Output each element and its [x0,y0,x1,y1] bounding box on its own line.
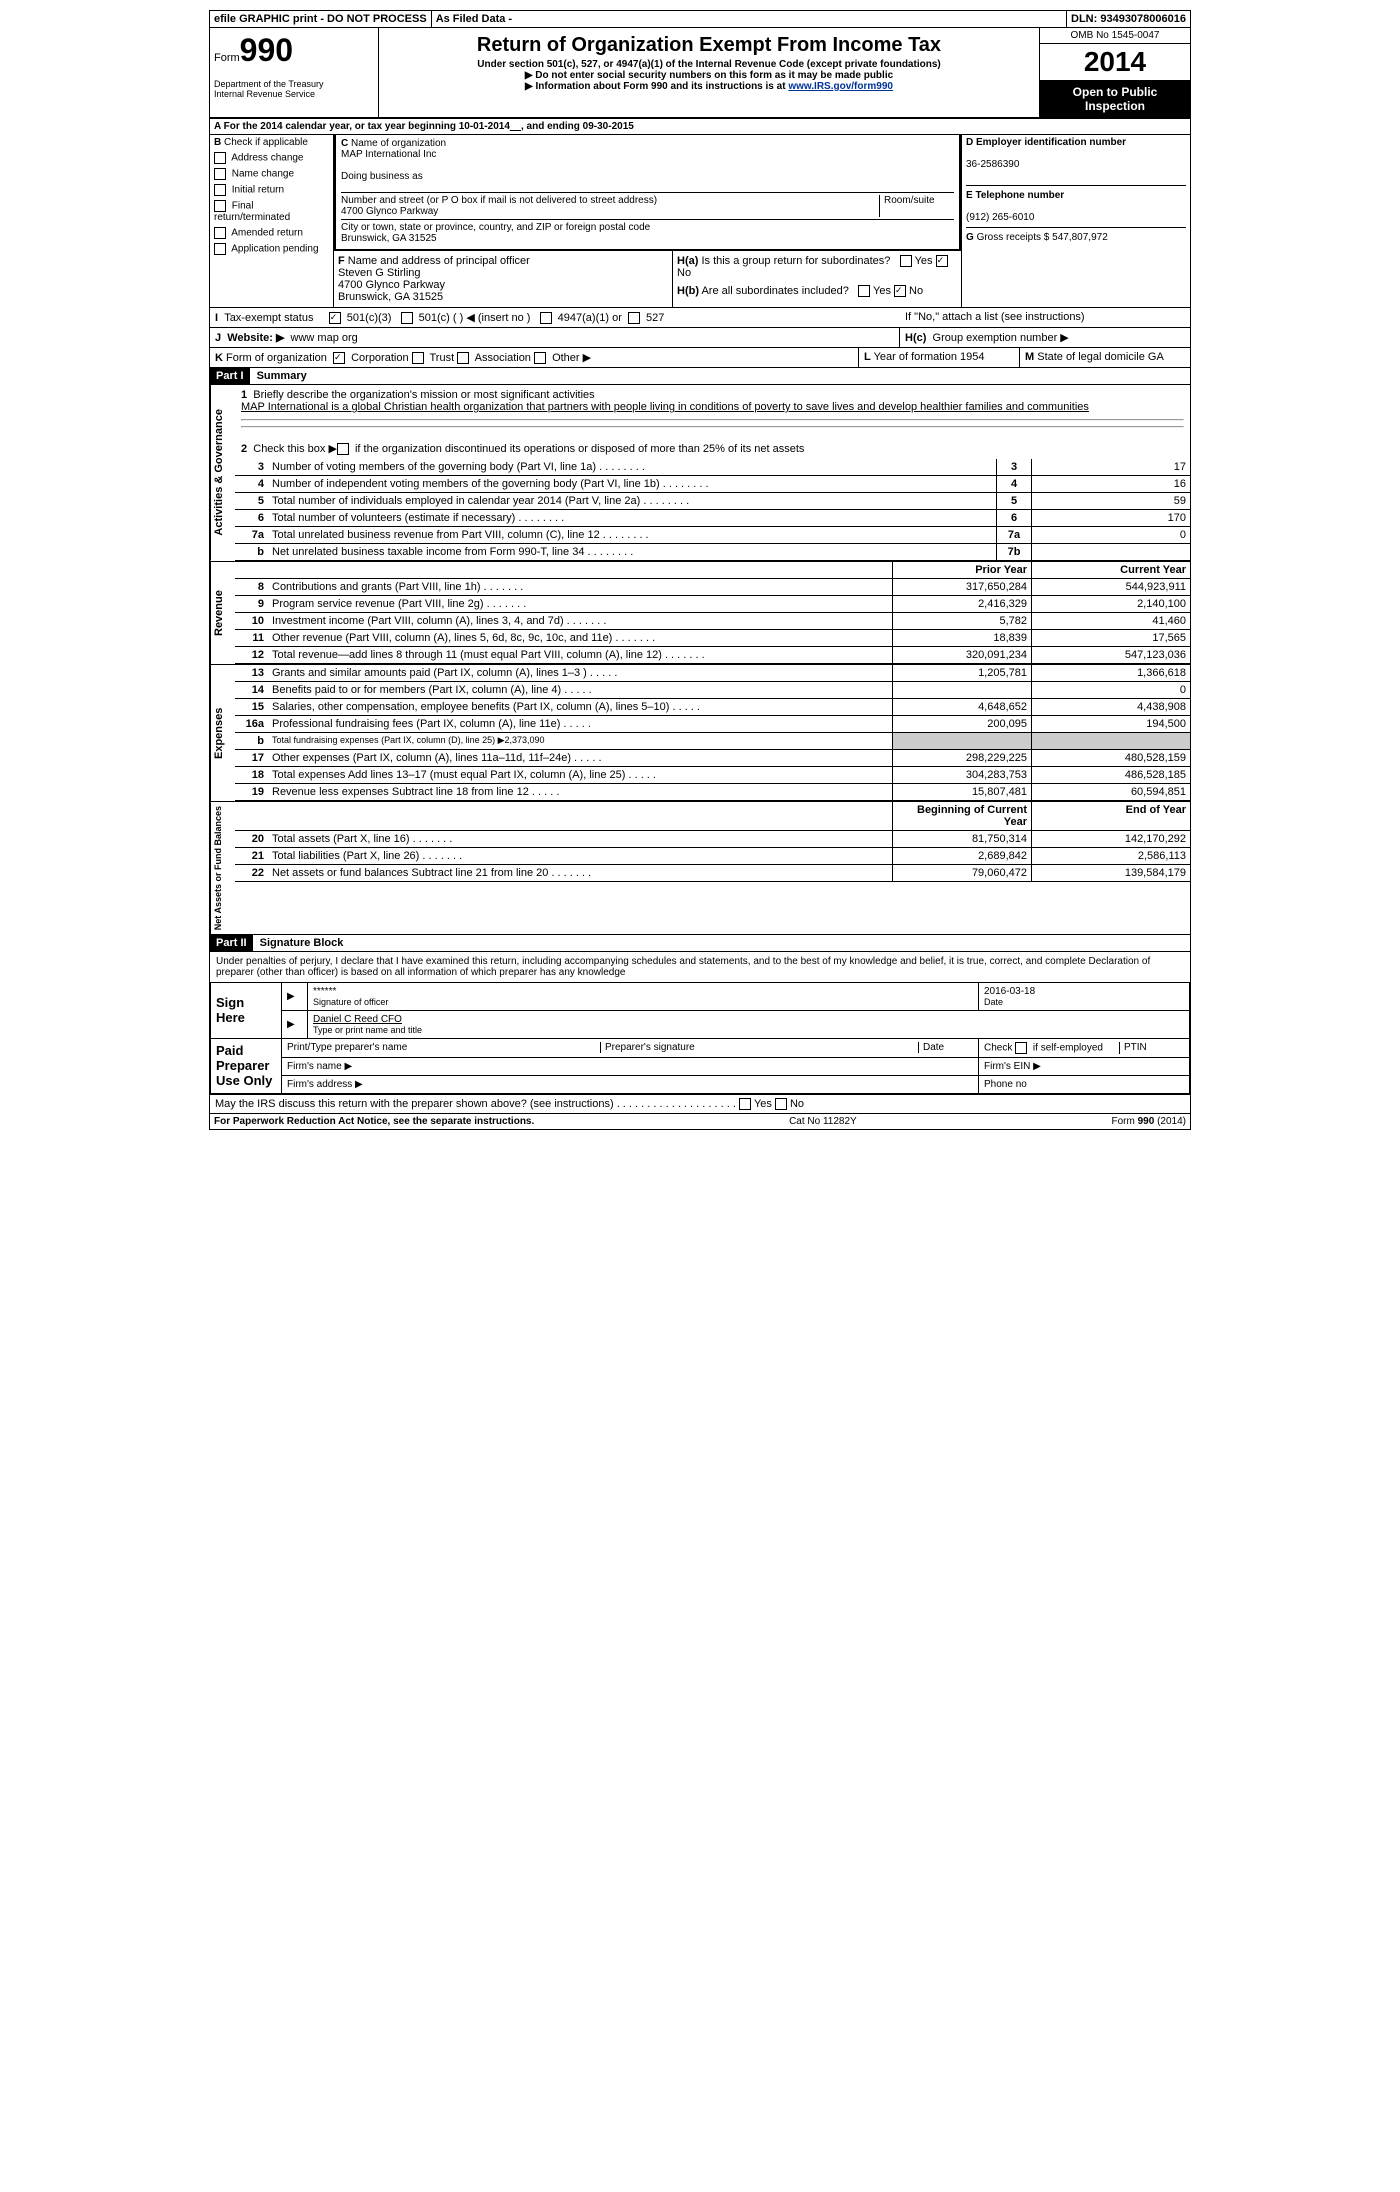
exp-line-16a: 16aProfessional fundraising fees (Part I… [235,716,1190,733]
governance-section: Activities & Governance 1 Briefly descri… [210,384,1190,561]
exp-line-17: 17Other expenses (Part IX, column (A), l… [235,750,1190,767]
gov-line-4: 4Number of independent voting members of… [235,476,1190,493]
net-line-22: 22Net assets or fund balances Subtract l… [235,865,1190,882]
netassets-section: Net Assets or Fund Balances Beginning of… [210,801,1190,934]
net-line-21: 21Total liabilities (Part X, line 26) . … [235,848,1190,865]
col-b-checkboxes: B Check if applicable Address change Nam… [210,135,334,307]
top-bar: efile GRAPHIC print - DO NOT PROCESS As … [210,11,1190,28]
gov-line-6: 6Total number of volunteers (estimate if… [235,510,1190,527]
col-c-org: C Name of organization MAP International… [334,135,962,307]
form-990-container: efile GRAPHIC print - DO NOT PROCESS As … [209,10,1191,1130]
ha-no[interactable] [936,255,948,267]
line-i-row: I Tax-exempt status 501(c)(3) 501(c) ( )… [210,308,1190,328]
city: Brunswick, GA 31525 [341,233,437,244]
line-a: A For the 2014 calendar year, or tax yea… [210,119,1190,135]
exp-line-15: 15Salaries, other compensation, employee… [235,699,1190,716]
gov-line-5: 5Total number of individuals employed in… [235,493,1190,510]
note2: ▶ Information about Form 990 and its ins… [383,81,1035,92]
rev-line-8: 8Contributions and grants (Part VIII, li… [235,579,1190,596]
discuss-yes[interactable] [739,1098,751,1110]
mission-text: MAP International is a global Christian … [241,401,1089,413]
dept-treasury: Department of the Treasury [214,79,374,89]
phone: (912) 265-6010 [966,212,1034,223]
line-j-row: J Website: ▶ www map org H(c) Group exem… [210,328,1190,348]
efile-notice: efile GRAPHIC print - DO NOT PROCESS [210,11,432,27]
hb-no[interactable] [894,285,906,297]
rev-line-12: 12Total revenue—add lines 8 through 11 (… [235,647,1190,664]
header-right: OMB No 1545-0047 2014 Open to Public Ins… [1039,28,1190,117]
org-info-row: B Check if applicable Address change Nam… [210,135,1190,308]
gov-line-7a: 7aTotal unrelated business revenue from … [235,527,1190,544]
irs: Internal Revenue Service [214,89,374,99]
omb-number: OMB No 1545-0047 [1040,28,1190,44]
exp-line-13: 13Grants and similar amounts paid (Part … [235,665,1190,682]
officer-name: Steven G Stirling [338,267,421,279]
net-line-20: 20Total assets (Part X, line 16) . . . .… [235,831,1190,848]
tax-year: 2014 [1040,44,1190,81]
footer: For Paperwork Reduction Act Notice, see … [210,1113,1190,1129]
exp-line-14: 14Benefits paid to or for members (Part … [235,682,1190,699]
paid-preparer-label: Paid Preparer Use Only [211,1038,282,1093]
street: 4700 Glynco Parkway [341,206,438,217]
rev-line-11: 11Other revenue (Part VIII, column (A), … [235,630,1190,647]
ein: 36-2586390 [966,159,1019,170]
dln: DLN: 93493078006016 [1067,11,1190,27]
header-row: Form990 Department of the Treasury Inter… [210,28,1190,119]
signature-table: Sign Here ▶ ****** Signature of officer … [210,982,1190,1094]
as-filed: As Filed Data - [432,11,1067,27]
exp-line-19: 19Revenue less expenses Subtract line 18… [235,784,1190,801]
part1-header: Part I Summary [210,368,1190,384]
expenses-section: Expenses 13Grants and similar amounts pa… [210,664,1190,801]
501c3-check[interactable] [329,312,341,324]
exp-line-b: bTotal fundraising expenses (Part IX, co… [235,733,1190,750]
sig-date: 2016-03-18 [984,986,1184,997]
revenue-section: Revenue Prior Year Current Year 8Contrib… [210,561,1190,664]
header-center: Return of Organization Exempt From Incom… [379,28,1039,117]
note1: ▶ Do not enter social security numbers o… [383,70,1035,81]
perjury-statement: Under penalties of perjury, I declare th… [210,951,1190,982]
gov-line-3: 3Number of voting members of the governi… [235,459,1190,476]
col-d: D Employer identification number 36-2586… [962,135,1190,307]
discuss-no[interactable] [775,1098,787,1110]
sign-here-label: Sign Here [211,982,282,1038]
irs-link[interactable]: www.IRS.gov/form990 [788,81,893,92]
ha-yes[interactable] [900,255,912,267]
line-k-row: K Form of organization Corporation Trust… [210,348,1190,368]
hb-yes[interactable] [858,285,870,297]
gross-receipts: Gross receipts $ 547,807,972 [977,232,1108,243]
open-public: Open to Public Inspection [1040,81,1190,117]
header-left: Form990 Department of the Treasury Inter… [210,28,379,117]
part2-header: Part II Signature Block [210,934,1190,951]
gov-line-b: bNet unrelated business taxable income f… [235,544,1190,561]
rev-line-9: 9Program service revenue (Part VIII, lin… [235,596,1190,613]
form-title: Return of Organization Exempt From Incom… [383,34,1035,57]
exp-line-18: 18Total expenses Add lines 13–17 (must e… [235,767,1190,784]
org-name: MAP International Inc [341,149,436,160]
discuss-row: May the IRS discuss this return with the… [210,1094,1190,1113]
rev-line-10: 10Investment income (Part VIII, column (… [235,613,1190,630]
subtitle: Under section 501(c), 527, or 4947(a)(1)… [383,59,1035,70]
officer-name-title: Daniel C Reed CFO [313,1014,1184,1025]
form-number: Form990 [214,32,374,69]
website: www map org [291,332,358,344]
